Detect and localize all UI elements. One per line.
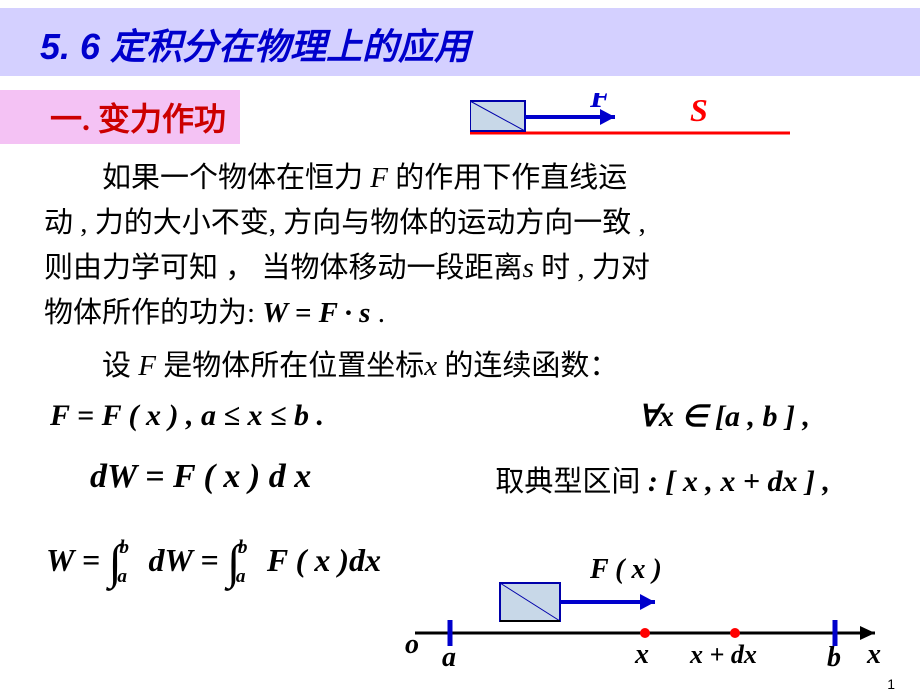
para2-c: 的连续函数： — [437, 350, 618, 382]
eq2-right-a: 取典型区间 — [495, 466, 640, 498]
axis-o: o — [405, 629, 419, 660]
force-diagram-top: F S — [470, 93, 790, 143]
axis-Fx-label: F ( x ) — [589, 554, 662, 585]
para1-line2: 动 , 力的大小不变, 方向与物体的运动方向一致 , — [44, 201, 870, 246]
body-paragraph: 如果一个物体在恒力 F 的作用下作直线运 动 , 力的大小不变, 方向与物体的运… — [0, 144, 920, 389]
eq1-right: ∀x ∈ [a , b ] , — [638, 399, 810, 434]
eq3-W: W = — [46, 542, 100, 578]
axis-b: b — [827, 642, 841, 668]
eq3-mid1: dW — [148, 542, 192, 578]
para1-F: F — [363, 162, 395, 194]
eq1-left: F = F ( x ) , a ≤ x ≤ b . — [50, 399, 324, 434]
axis-diagram: o a b x x + dx x F ( x ) — [395, 548, 895, 668]
para2-F: F — [131, 350, 163, 382]
para1-line3b: 时 , 力对 — [534, 252, 650, 284]
eq3-a2: a — [236, 566, 246, 587]
eq3-b1: b — [119, 537, 129, 558]
eq3-mid2: F ( x )dx — [267, 542, 381, 578]
para1-s: s — [523, 252, 534, 284]
para1-line4a: 物体所作的功为: — [44, 297, 262, 329]
para1-dot: . — [370, 297, 385, 329]
force-label-F: F — [589, 93, 611, 114]
axis-xdx: x + dx — [689, 640, 757, 668]
para2-x: x — [424, 350, 437, 382]
section-heading: 一. 变力作功 — [0, 90, 240, 144]
para2-a: 设 — [102, 350, 131, 382]
eq3-eq: = — [200, 542, 218, 578]
axis-xlabel: x — [866, 639, 881, 668]
eq2-left: dW = F ( x ) d x — [50, 458, 311, 500]
eq3-a1: a — [117, 566, 127, 587]
para1-line3a: 则由力学可知 ， 当物体移动一段距离 — [44, 252, 523, 284]
para1-line1a: 如果一个物体在恒力 — [102, 162, 363, 194]
para1-formula: W = F · s — [262, 297, 370, 329]
eq2-right-b: : [ x , x + dx ] , — [648, 465, 830, 498]
eq3-b2: b — [238, 537, 248, 558]
para2-b: 是物体所在位置坐标 — [163, 350, 424, 382]
axis-a: a — [442, 642, 456, 668]
title-bar: 5. 6 定积分在物理上的应用 — [0, 8, 920, 76]
axis-x: x — [634, 639, 649, 668]
page-title: 5. 6 定积分在物理上的应用 — [40, 26, 470, 67]
para1-line1b: 的作用下作直线运 — [395, 162, 627, 194]
distance-label-S: S — [690, 93, 708, 128]
